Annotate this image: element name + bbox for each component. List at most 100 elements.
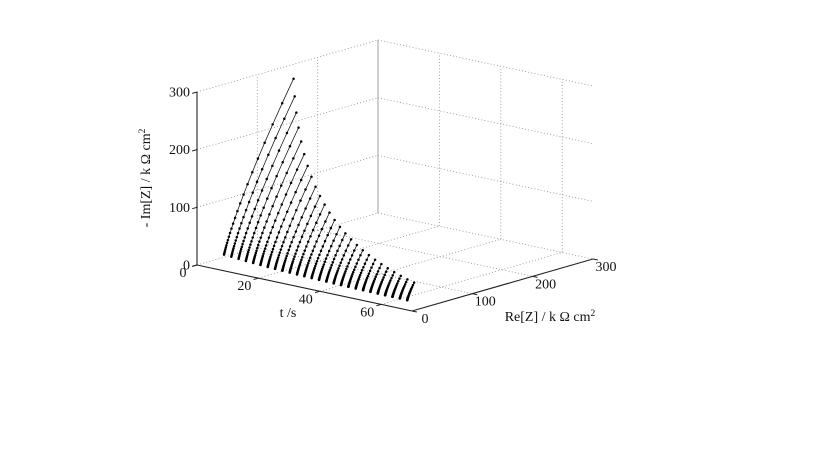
data-point-marker	[284, 257, 288, 260]
data-point-marker	[283, 259, 287, 262]
data-point-marker	[249, 243, 252, 246]
data-point-marker	[233, 216, 237, 220]
data-point-marker	[285, 171, 288, 175]
t-tick	[314, 290, 320, 294]
data-point-marker	[274, 240, 277, 244]
data-point-marker	[359, 254, 362, 257]
data-point-marker	[224, 246, 228, 249]
floor-grid-re	[257, 247, 473, 295]
data-point-marker	[261, 231, 264, 235]
data-point-marker	[267, 236, 271, 239]
re-tick	[411, 310, 417, 313]
data-point-marker	[254, 251, 258, 255]
data-point-marker	[260, 167, 264, 171]
data-point-marker	[288, 245, 292, 248]
data-point-marker	[326, 253, 329, 257]
data-point-marker	[316, 257, 320, 260]
t-tick	[376, 303, 382, 307]
data-point-marker	[355, 262, 359, 265]
data-point-marker	[240, 222, 243, 225]
data-point-marker	[241, 242, 244, 246]
data-point-marker	[256, 157, 260, 160]
data-point-marker	[305, 245, 308, 248]
data-point-marker	[278, 251, 282, 254]
data-point-marker	[263, 247, 267, 250]
floor-grid-t	[258, 225, 440, 279]
data-point-marker	[271, 164, 274, 168]
data-point-marker	[296, 245, 300, 248]
data-point-marker	[288, 224, 292, 228]
data-point-marker	[350, 254, 354, 257]
data-point-marker	[283, 117, 286, 120]
data-point-marker	[306, 263, 309, 267]
data-point-marker	[238, 202, 242, 205]
data-point-marker	[292, 157, 295, 160]
data-point-marker	[308, 197, 312, 200]
data-point-marker	[378, 266, 381, 270]
tick-labels: 0 20 40 60 0 100 200 300 0 100 200 300	[169, 86, 617, 328]
t-tick-label: 40	[299, 292, 313, 307]
t-tick-label: 60	[360, 305, 374, 320]
data-point-marker	[327, 249, 331, 253]
data-series	[222, 77, 416, 302]
data-point-marker	[297, 223, 300, 227]
data-point-marker	[324, 257, 328, 260]
data-point-marker	[297, 126, 300, 129]
data-point-marker	[293, 95, 296, 98]
data-point-marker	[242, 215, 245, 219]
data-point-marker	[228, 231, 232, 235]
data-point-marker	[266, 197, 269, 200]
im-tick	[192, 91, 198, 94]
data-point-marker	[300, 258, 303, 262]
data-point-marker	[291, 260, 295, 263]
data-point-marker	[272, 244, 276, 248]
data-point-marker	[294, 190, 297, 194]
data-point-marker	[318, 194, 322, 198]
data-point-marker	[341, 238, 344, 242]
im-tick-label: 100	[169, 201, 190, 216]
data-point-marker	[270, 250, 274, 254]
data-point-marker	[248, 221, 251, 225]
t-tick-label: 20	[237, 279, 251, 294]
data-point-marker	[319, 249, 323, 253]
data-point-marker	[256, 246, 259, 250]
data-point-marker	[310, 175, 313, 178]
data-point-marker	[315, 240, 318, 243]
data-point-marker	[371, 262, 375, 266]
data-point-marker	[345, 267, 348, 271]
data-point-marker	[330, 263, 333, 267]
data-point-marker	[284, 236, 287, 239]
data-point-marker	[355, 243, 359, 247]
data-point-marker	[398, 277, 401, 281]
data-point-marker	[390, 276, 393, 280]
data-point-marker	[277, 231, 281, 234]
data-point-marker	[373, 258, 377, 262]
data-point-marker	[262, 206, 265, 209]
data-point-marker	[242, 193, 245, 196]
axis-lines	[196, 91, 594, 312]
data-point-marker	[343, 272, 346, 275]
data-point-marker	[320, 227, 324, 231]
data-point-marker	[372, 279, 376, 283]
data-point-marker	[304, 188, 307, 191]
data-point-marker	[244, 231, 248, 235]
data-point-marker	[380, 262, 383, 266]
data-point-marker	[329, 244, 333, 248]
data-point-marker	[368, 269, 372, 273]
data-point-marker	[335, 233, 338, 236]
data-point-marker	[231, 222, 235, 225]
data-point-marker	[230, 227, 233, 230]
data-point-marker	[380, 280, 384, 283]
re-tick	[532, 275, 538, 278]
data-point-marker	[333, 218, 336, 222]
data-point-marker	[227, 235, 231, 239]
im-tick	[192, 206, 198, 210]
data-point-marker	[411, 283, 415, 287]
data-point-marker	[280, 244, 284, 248]
data-point-marker	[328, 268, 332, 271]
data-point-marker	[295, 168, 299, 171]
data-point-marker	[285, 131, 289, 135]
data-point-marker	[349, 238, 353, 241]
data-point-marker	[280, 101, 284, 105]
data-point-marker	[346, 244, 350, 247]
